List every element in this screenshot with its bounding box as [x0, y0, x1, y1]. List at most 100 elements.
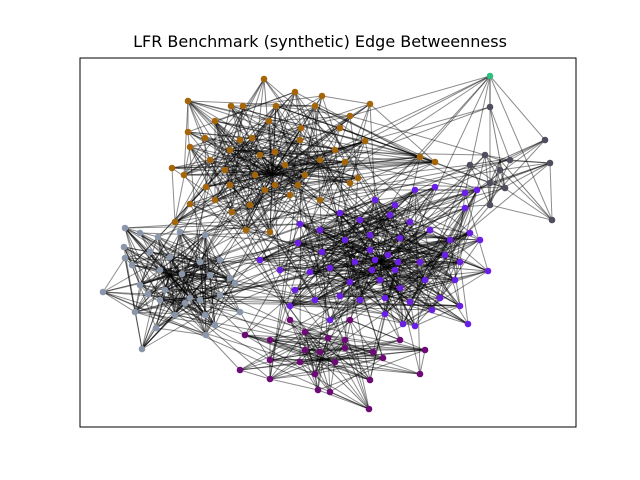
edge — [244, 204, 396, 336]
edge — [344, 261, 461, 341]
edge — [489, 162, 551, 184]
edge — [319, 359, 331, 393]
edge — [205, 311, 241, 336]
edge — [183, 105, 316, 176]
edge — [259, 242, 299, 261]
node-steel-gray — [186, 294, 194, 302]
node-violet — [381, 294, 389, 302]
edge — [339, 212, 351, 283]
edge — [179, 231, 207, 336]
edge — [214, 120, 273, 176]
edge — [384, 204, 396, 299]
edge — [268, 120, 456, 281]
edge — [149, 251, 221, 261]
edge — [409, 279, 426, 303]
edge — [239, 139, 271, 233]
node-orange — [318, 92, 326, 100]
edge — [299, 223, 381, 263]
edge — [314, 269, 373, 301]
edge — [171, 149, 336, 169]
edge — [429, 229, 461, 263]
edge — [329, 361, 336, 393]
edge — [174, 146, 191, 223]
edge — [149, 251, 171, 276]
edge — [183, 127, 341, 176]
edge — [297, 184, 331, 321]
edge — [384, 189, 416, 315]
edge — [271, 174, 291, 196]
edge — [384, 279, 456, 299]
edge — [123, 246, 143, 350]
edge — [499, 139, 546, 161]
edge — [204, 234, 207, 336]
edge — [229, 149, 436, 163]
edge — [359, 234, 371, 301]
node-violet — [386, 211, 394, 219]
node-violet — [341, 236, 349, 244]
edge — [359, 261, 461, 301]
edge — [314, 361, 336, 375]
edge — [229, 174, 273, 186]
node-orange — [168, 164, 176, 172]
node-violet — [376, 276, 384, 284]
edge — [279, 237, 401, 271]
edge — [209, 159, 276, 186]
edge — [214, 120, 256, 176]
edge — [344, 199, 376, 349]
edge — [131, 194, 291, 266]
edge — [205, 139, 301, 188]
edge — [549, 162, 553, 221]
node-steel-gray — [128, 261, 136, 269]
node-steel-gray — [161, 286, 169, 294]
edge — [245, 161, 436, 231]
edge — [304, 279, 426, 333]
edge — [354, 156, 421, 263]
edge — [124, 227, 161, 271]
node-violet — [466, 229, 474, 237]
edge — [131, 264, 157, 329]
edge — [155, 302, 186, 329]
node-violet — [391, 266, 399, 274]
edge — [139, 232, 151, 253]
edge — [124, 227, 151, 253]
edge — [259, 259, 426, 281]
edge — [409, 239, 451, 303]
edge — [344, 239, 411, 303]
node-purple — [236, 366, 244, 374]
edge — [174, 106, 491, 223]
edge — [254, 154, 261, 176]
edge — [199, 127, 302, 301]
edge — [179, 231, 236, 284]
edge — [297, 234, 371, 244]
edge — [141, 314, 176, 350]
edge — [284, 164, 346, 349]
edge — [329, 267, 416, 327]
edge — [339, 212, 371, 251]
edge — [149, 251, 201, 263]
node-steel-gray — [202, 331, 210, 339]
edge — [294, 91, 478, 191]
node-violet — [484, 267, 492, 275]
edge — [334, 75, 491, 151]
edge — [204, 137, 416, 327]
node-purple — [301, 346, 309, 354]
edge — [254, 174, 271, 233]
edge — [124, 227, 149, 295]
edge — [229, 161, 436, 279]
edge — [275, 105, 370, 410]
edge — [289, 299, 316, 307]
edge — [124, 204, 491, 229]
edge — [181, 273, 306, 333]
edge — [259, 249, 371, 261]
edge — [179, 231, 201, 263]
edge — [214, 199, 247, 231]
edge — [269, 361, 301, 380]
edge — [409, 207, 466, 303]
edge — [344, 347, 370, 410]
edge — [251, 137, 276, 153]
edge — [199, 95, 323, 263]
node-orange — [266, 228, 274, 236]
edge — [489, 106, 511, 161]
edge — [371, 269, 411, 303]
node-steel-gray — [178, 270, 186, 278]
